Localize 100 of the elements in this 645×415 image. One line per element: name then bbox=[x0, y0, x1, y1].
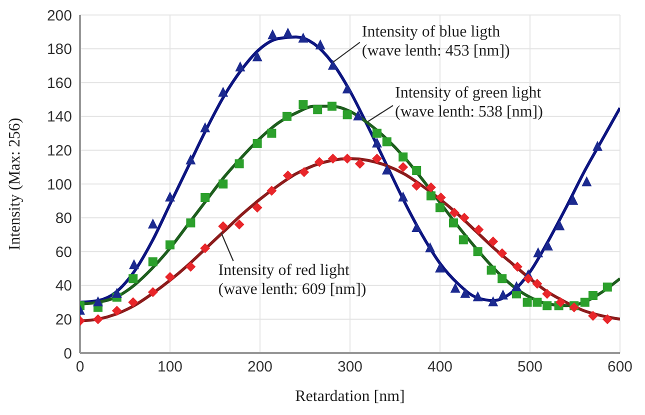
point bbox=[267, 128, 276, 138]
point bbox=[488, 296, 498, 306]
point bbox=[282, 170, 293, 181]
point bbox=[543, 240, 553, 251]
point bbox=[165, 192, 175, 202]
point bbox=[602, 314, 612, 324]
point bbox=[398, 192, 408, 202]
x-tick-label: 400 bbox=[427, 358, 453, 376]
point bbox=[472, 291, 483, 302]
point bbox=[328, 102, 336, 111]
point bbox=[458, 235, 468, 244]
point bbox=[435, 262, 445, 272]
point bbox=[148, 257, 158, 266]
point bbox=[412, 222, 422, 232]
point bbox=[148, 287, 158, 298]
point bbox=[592, 140, 602, 151]
point bbox=[128, 274, 138, 284]
x-tick-label: 0 bbox=[76, 358, 84, 376]
point bbox=[282, 28, 293, 38]
point bbox=[498, 274, 507, 284]
point bbox=[372, 128, 382, 138]
y-tick-label: 40 bbox=[55, 278, 72, 295]
point bbox=[474, 224, 484, 235]
point bbox=[129, 259, 139, 270]
annotation: Intensity of red light (wave lenth: 609 [nm]) bbox=[218, 262, 366, 298]
y-tick-label: 180 bbox=[46, 41, 72, 58]
y-tick-label: 20 bbox=[55, 312, 72, 329]
point bbox=[266, 186, 277, 196]
y-tick-label: 80 bbox=[55, 210, 72, 228]
point bbox=[315, 39, 326, 50]
point bbox=[436, 192, 446, 203]
point bbox=[200, 193, 210, 202]
point bbox=[354, 158, 365, 169]
point bbox=[112, 306, 122, 316]
y-tick-label: 140 bbox=[46, 108, 72, 126]
point bbox=[93, 314, 103, 324]
point bbox=[282, 112, 292, 121]
point bbox=[588, 291, 598, 300]
y-axis-title: Intensity (Max: 256) bbox=[6, 118, 24, 250]
x-axis-title: Retardation [nm] bbox=[295, 388, 405, 405]
point bbox=[532, 298, 542, 307]
point bbox=[554, 220, 565, 230]
point bbox=[602, 282, 612, 292]
point bbox=[298, 32, 308, 43]
point bbox=[234, 159, 244, 168]
point bbox=[450, 282, 460, 293]
y-tick-label: 160 bbox=[46, 74, 72, 92]
point bbox=[218, 180, 228, 188]
x-tick-label: 300 bbox=[337, 358, 363, 376]
point bbox=[533, 247, 544, 258]
point bbox=[542, 288, 552, 299]
point bbox=[382, 164, 392, 174]
y-tick-label: 200 bbox=[46, 7, 72, 24]
point bbox=[449, 218, 458, 228]
annotation: Intensity of green light (wave lenth: 538 [nm]) bbox=[395, 84, 543, 120]
point bbox=[582, 176, 592, 186]
point bbox=[186, 218, 196, 228]
point bbox=[372, 137, 382, 148]
point bbox=[252, 138, 262, 148]
point bbox=[512, 281, 522, 292]
point bbox=[186, 154, 196, 164]
point bbox=[128, 297, 138, 308]
y-tick-label: 0 bbox=[64, 345, 72, 362]
point bbox=[460, 288, 470, 298]
annotation: Intensity of blue ligth (wave lenth: 453 [nm]) bbox=[362, 23, 510, 60]
point bbox=[522, 298, 532, 307]
point bbox=[234, 220, 244, 230]
point bbox=[372, 154, 382, 164]
point bbox=[268, 29, 278, 40]
point bbox=[200, 243, 210, 254]
point bbox=[382, 137, 392, 146]
point bbox=[342, 110, 352, 120]
point bbox=[342, 83, 352, 94]
point bbox=[218, 86, 228, 97]
point bbox=[398, 162, 408, 172]
y-tick-label: 100 bbox=[46, 176, 72, 194]
point bbox=[186, 262, 196, 272]
point bbox=[412, 180, 422, 191]
point bbox=[568, 194, 578, 205]
point bbox=[93, 296, 103, 306]
point bbox=[112, 288, 122, 298]
point bbox=[218, 221, 228, 232]
point bbox=[398, 152, 408, 162]
point bbox=[328, 154, 338, 164]
point bbox=[459, 212, 470, 223]
point bbox=[426, 182, 436, 192]
point bbox=[298, 100, 308, 110]
x-tick-label: 500 bbox=[517, 358, 543, 376]
point bbox=[328, 60, 338, 70]
point bbox=[523, 274, 534, 284]
point bbox=[252, 51, 262, 62]
x-tick-label: 600 bbox=[607, 358, 633, 376]
point bbox=[165, 272, 175, 282]
point bbox=[473, 247, 482, 256]
point bbox=[235, 61, 246, 72]
point bbox=[314, 157, 324, 168]
x-tick-label: 200 bbox=[247, 358, 273, 376]
point bbox=[436, 203, 444, 212]
point bbox=[425, 242, 436, 252]
point bbox=[299, 167, 310, 178]
